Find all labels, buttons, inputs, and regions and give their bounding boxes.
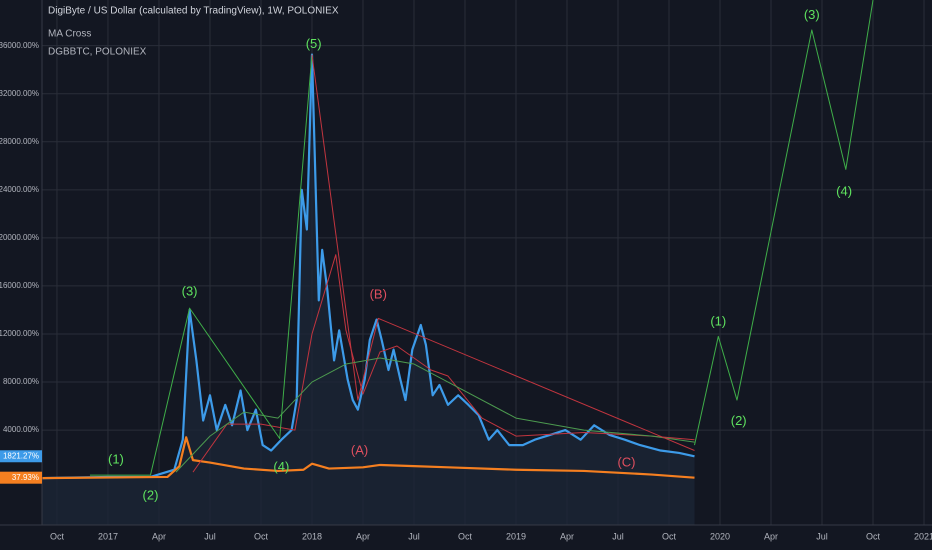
wave-label: (5) xyxy=(306,36,322,51)
wave-label: (4) xyxy=(273,459,289,474)
x-tick-label: Oct xyxy=(866,531,881,541)
x-tick-label: 2017 xyxy=(98,531,118,541)
wave-label: (A) xyxy=(351,443,368,458)
y-tick-label: 4000.00% xyxy=(3,425,39,434)
x-tick-label: Jul xyxy=(408,531,420,541)
y-tick-label: 32000.00% xyxy=(0,89,39,98)
x-tick-label: Apr xyxy=(560,531,574,541)
y-tick-label: 24000.00% xyxy=(0,185,39,194)
indicator-legend: MA Cross xyxy=(48,29,91,40)
series-line xyxy=(694,0,874,446)
price-label-box xyxy=(0,471,42,484)
x-tick-label: Apr xyxy=(356,531,370,541)
y-tick-label: 12000.00% xyxy=(0,329,39,338)
wave-label: (B) xyxy=(370,286,387,301)
price-label: 37.93% xyxy=(0,471,42,484)
y-axis-panel xyxy=(0,0,42,525)
series-line xyxy=(175,357,695,473)
wave-label: (C) xyxy=(617,455,635,470)
chart-title: DigiByte / US Dollar (calculated by Trad… xyxy=(48,6,339,17)
x-tick-label: 2018 xyxy=(302,531,322,541)
series-line xyxy=(192,254,695,473)
x-tick-label: 2019 xyxy=(506,531,526,541)
series-legend: DGBBTC, POLONIEX xyxy=(48,47,147,58)
wave-label: (3) xyxy=(804,7,820,22)
plot: (1) (2) (3) (4) (5) (A) (B) (C) (1) (2) (3) (4) xyxy=(41,0,874,525)
y-tick-label: 20000.00% xyxy=(0,233,39,242)
x-tick-label: Oct xyxy=(50,531,65,541)
wave-label: (2) xyxy=(731,413,747,428)
x-tick-label: Jul xyxy=(816,531,828,541)
x-tick-label: 2020 xyxy=(710,531,730,541)
x-tick-label: 2021 xyxy=(914,531,932,541)
x-tick-label: Oct xyxy=(662,531,677,541)
x-tick-label: Oct xyxy=(458,531,473,541)
wave-label: (3) xyxy=(182,283,198,298)
series-line xyxy=(41,53,695,480)
x-tick-label: Jul xyxy=(204,531,216,541)
y-tick-label: 36000.00% xyxy=(0,41,39,50)
axes: 4000.00% 8000.00% 12000.00% 16000.00% 20000.… xyxy=(0,41,932,541)
wave-label: (1) xyxy=(710,313,726,328)
y-tick-label: 28000.00% xyxy=(0,137,39,146)
x-tick-label: Jul xyxy=(612,531,624,541)
x-axis-panel xyxy=(0,525,932,550)
price-label-box xyxy=(0,450,42,463)
price-label-text: 37.93% xyxy=(12,473,39,482)
x-tick-label: Apr xyxy=(152,531,166,541)
y-tick-label: 8000.00% xyxy=(3,377,39,386)
x-tick-label: Oct xyxy=(254,531,269,541)
wave-label: (2) xyxy=(143,488,159,503)
series-line xyxy=(311,54,695,451)
price-label-text: 1821.27% xyxy=(3,451,39,460)
series-line xyxy=(41,436,695,480)
series-line xyxy=(89,54,313,476)
wave-label: (4) xyxy=(836,184,852,199)
price-label: 1821.27% xyxy=(0,450,42,463)
x-tick-label: Apr xyxy=(764,531,778,541)
y-tick-label: 16000.00% xyxy=(0,281,39,290)
wave-label: (1) xyxy=(108,452,124,467)
